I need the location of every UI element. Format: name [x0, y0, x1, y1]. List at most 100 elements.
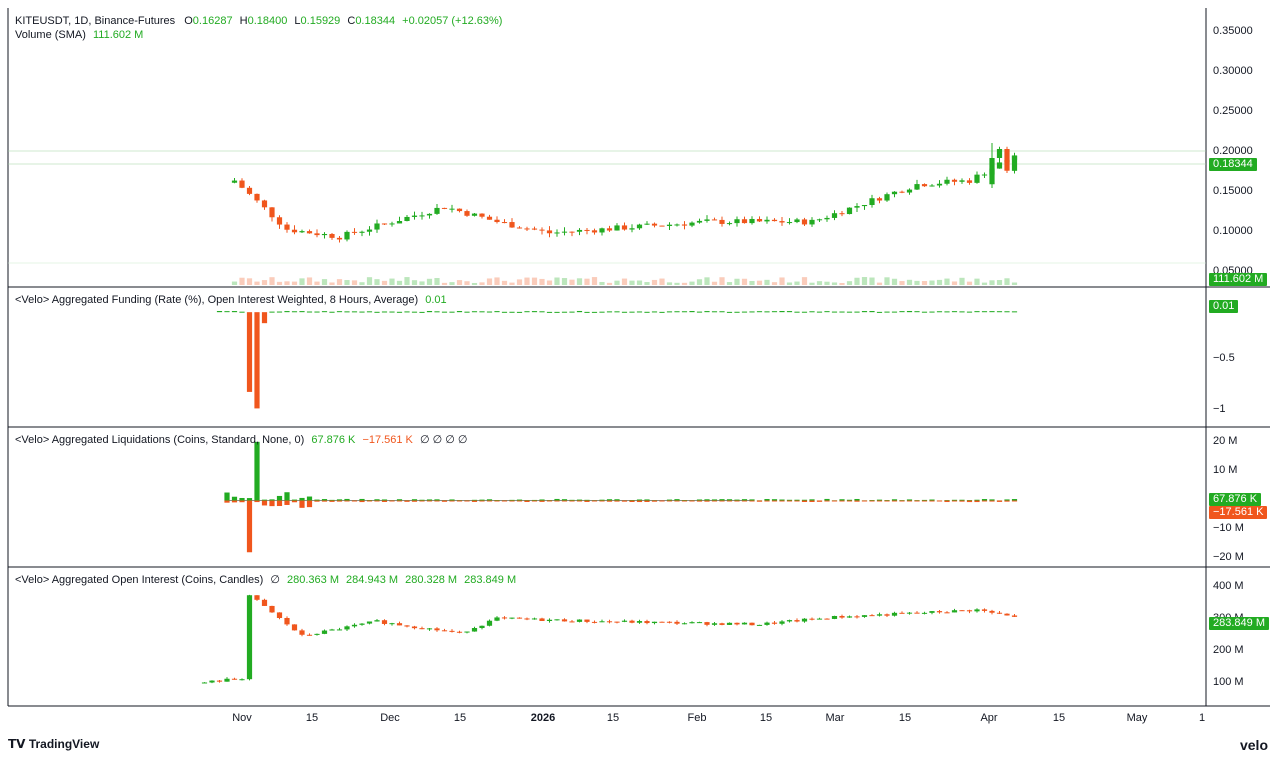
volume-bar	[276, 281, 283, 285]
time-tick-label: 15	[759, 712, 773, 724]
oi-candle	[209, 680, 215, 683]
funding-bar	[681, 311, 688, 313]
time-tick-label: Apr	[980, 712, 998, 724]
liq-short-bar	[719, 500, 725, 502]
open-interest-series[interactable]	[201, 594, 1018, 684]
tradingview-logo[interactable]: 𝗧𝗩 TradingView	[8, 737, 99, 751]
liq-short-bar	[696, 500, 703, 502]
liq-short-bar	[434, 500, 440, 502]
oi-candle	[584, 619, 590, 622]
liq-short-badge: −17.561 K	[1209, 506, 1268, 519]
funding-bar	[854, 311, 860, 313]
liq-long-bar	[516, 499, 523, 501]
liquidations-series[interactable]	[224, 441, 1018, 553]
price-candle	[254, 193, 260, 201]
volume-bar	[734, 278, 740, 285]
oi-candle	[464, 631, 470, 633]
price-candle	[696, 220, 703, 223]
oi-candle	[599, 621, 605, 623]
volume-bar	[621, 278, 628, 285]
price-candle	[854, 206, 860, 208]
price-candle	[329, 233, 335, 238]
funding-bar	[291, 311, 298, 313]
volume-bar	[756, 280, 763, 285]
volume-bar	[479, 282, 485, 285]
liq-short-bar	[996, 500, 1003, 502]
volume-bar	[419, 281, 425, 285]
price-candle	[846, 207, 853, 215]
liq-long-bar	[981, 499, 988, 501]
liq-long-bar	[569, 499, 575, 501]
liq-short-bar	[651, 500, 658, 502]
oi-candle	[831, 615, 838, 619]
liq-long-bar	[254, 441, 260, 501]
liq-long-bar	[539, 499, 545, 501]
liq-long-bar	[231, 496, 238, 501]
price-candle	[1004, 149, 1010, 171]
volume-bar	[884, 277, 890, 285]
funding-last-badge: 0.01	[1209, 300, 1239, 313]
price-candle	[404, 216, 410, 222]
funding-bar	[801, 311, 808, 313]
oi-candle	[509, 617, 515, 619]
funding-bar	[261, 312, 268, 324]
price-candle	[261, 200, 268, 208]
price-candle	[336, 237, 343, 240]
price-candle	[704, 219, 710, 221]
volume-bar	[681, 282, 688, 285]
price-series[interactable]	[231, 143, 1018, 243]
price-candle	[689, 222, 695, 226]
liq-short-bar	[884, 500, 890, 502]
liq-short-bar	[659, 500, 665, 502]
liq-short-bar	[629, 500, 635, 502]
funding-bar	[906, 310, 913, 313]
funding-bar	[359, 311, 365, 313]
funding-bar	[614, 311, 620, 313]
liq-long-bar	[314, 499, 320, 501]
oi-candle	[426, 628, 433, 630]
volume-bar	[561, 278, 568, 285]
liq-short-bar	[254, 500, 260, 503]
close-label: C	[347, 15, 356, 27]
oi-candle	[344, 626, 350, 630]
price-candle	[771, 219, 778, 222]
funding-bar	[569, 311, 575, 313]
liq-short-bar	[231, 500, 238, 503]
funding-bar	[216, 311, 223, 313]
funding-bar	[411, 311, 418, 313]
symbol-label: KITEUSDT, 1D, Binance-Futures	[15, 15, 176, 27]
liq-short-bar	[441, 500, 448, 502]
volume-bar	[959, 277, 965, 285]
liq-long-bar	[449, 499, 455, 501]
liq-long-bar	[329, 499, 335, 501]
oi-candle	[794, 620, 800, 622]
funding-bar	[584, 311, 590, 313]
funding-series[interactable]	[216, 310, 1018, 409]
funding-bar	[959, 311, 965, 313]
oi-null-value: ∅	[270, 574, 280, 586]
oi-candle	[876, 614, 883, 616]
price-candle	[614, 225, 620, 231]
liq-short-bar	[396, 500, 403, 502]
liq-short-bar	[224, 500, 230, 503]
volume-bar	[779, 277, 785, 285]
volume-bar	[261, 280, 268, 285]
oi-candle	[666, 621, 673, 623]
liq-long-bar	[846, 499, 853, 501]
liq-short-bar	[606, 500, 613, 502]
price-candle	[606, 228, 613, 231]
price-candle	[914, 184, 920, 190]
liq-short-bar	[756, 500, 763, 502]
price-candle	[599, 228, 605, 233]
liq-short-bar	[471, 500, 478, 502]
liq-long-bar	[246, 498, 253, 501]
funding-bar	[396, 311, 403, 313]
funding-bar	[794, 311, 800, 313]
funding-bar	[426, 310, 433, 313]
liq-short-bar	[494, 500, 500, 502]
oi-candle	[704, 622, 710, 625]
price-candle	[464, 211, 470, 216]
funding-bar	[351, 311, 358, 313]
oi-candle	[261, 599, 268, 606]
